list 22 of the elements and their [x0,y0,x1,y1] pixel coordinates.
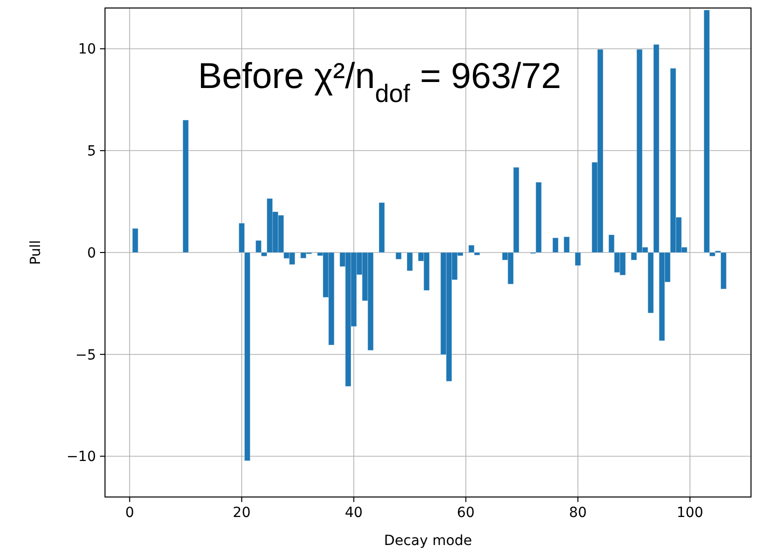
bar [378,202,385,253]
y-tick-label: −5 [75,347,96,364]
bar [552,238,559,253]
x-axis-title: Decay mode [384,533,472,549]
y-tick-label: −10 [66,449,96,466]
bar [574,252,581,266]
x-tick-label: 60 [456,505,475,521]
bar [132,228,138,253]
bar [182,120,189,253]
x-tick-label: 20 [232,505,251,521]
bar [406,252,413,272]
x-tick-label: 0 [125,505,134,521]
bar [396,252,402,260]
annotation: Before χ²/n$_{dof}$ = 963/72 [198,55,562,108]
x-tick-label: 40 [344,505,363,521]
x-tick-label: 80 [568,505,587,521]
y-tick-label: 5 [87,144,96,160]
y-axis-title: Pull [28,240,44,265]
x-tick-label: 100 [676,505,704,521]
bar [564,236,570,253]
y-tick-label: 0 [87,245,96,262]
y-tick-label: 10 [78,42,96,58]
